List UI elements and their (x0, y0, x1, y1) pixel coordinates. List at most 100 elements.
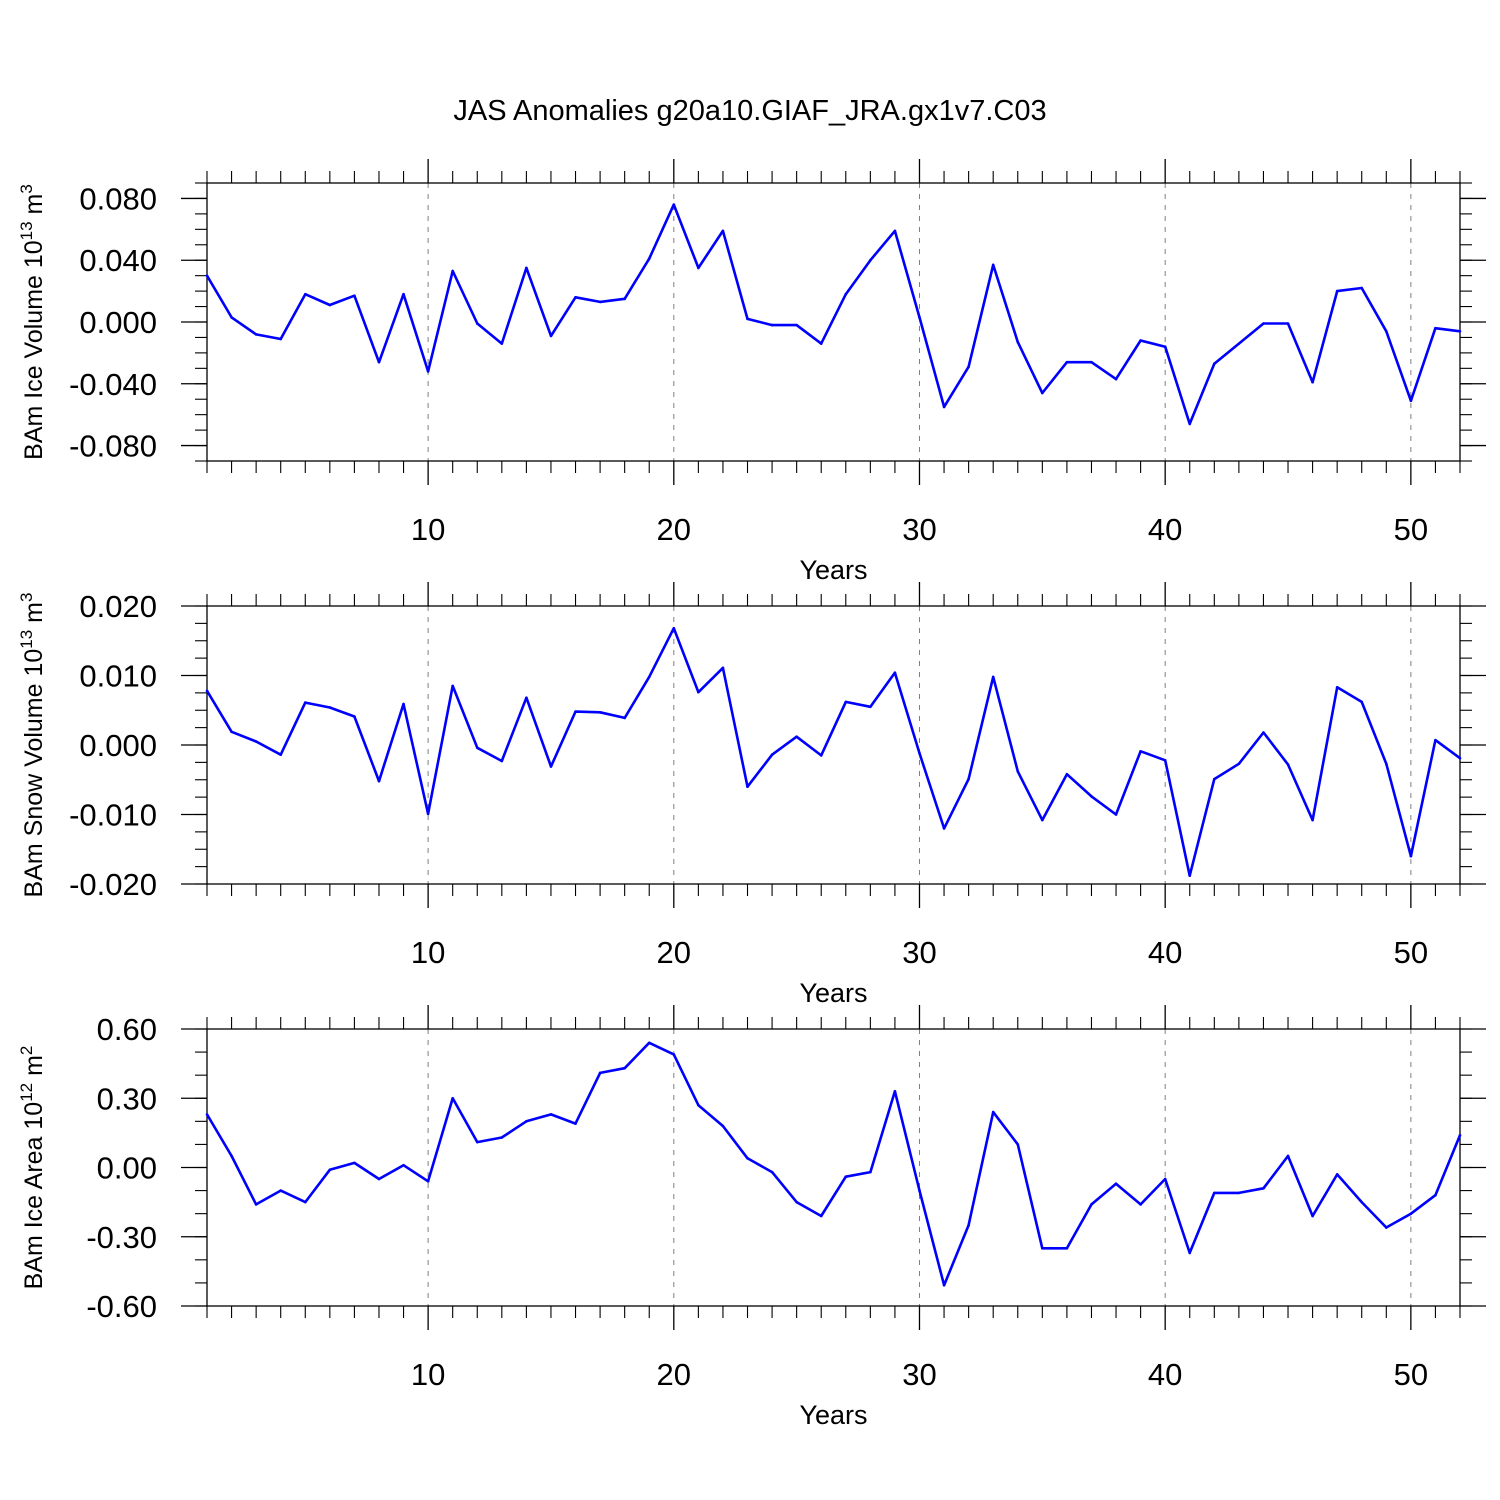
data-point (1335, 289, 1339, 293)
data-point (1065, 1246, 1069, 1250)
data-point (721, 1124, 725, 1128)
data-point (1090, 1203, 1093, 1206)
x-tick-label: 50 (1394, 512, 1428, 547)
y-tick-label: 0.010 (79, 659, 157, 694)
y-axis-label-ylabel-main: BAm Ice Volume 10 (20, 240, 48, 460)
y-tick-label: 0.040 (79, 243, 157, 278)
data-point (1384, 1226, 1388, 1229)
y-axis-label-ylabel-exp: 13 (17, 630, 36, 649)
series-line (205, 626, 1461, 878)
data-point (942, 405, 946, 409)
data-point (426, 812, 430, 816)
y-axis-label-ylabel-unit-exp: 3 (17, 593, 36, 602)
data-point (1360, 1200, 1364, 1204)
data-point (1434, 1193, 1437, 1197)
data-point (672, 1053, 676, 1056)
data-point (205, 1113, 209, 1116)
data-point (1262, 322, 1265, 325)
data-point (770, 753, 774, 757)
data-point (1114, 377, 1118, 381)
data-point (647, 1041, 651, 1045)
data-point (328, 706, 332, 709)
data-point (746, 317, 749, 321)
data-point (230, 1154, 233, 1158)
x-tick-label: 40 (1148, 512, 1182, 547)
data-point (1286, 322, 1290, 325)
data-point (475, 746, 479, 750)
data-point (525, 266, 528, 270)
data-point (1188, 422, 1192, 426)
data-point (1065, 360, 1069, 364)
data-point (1188, 1251, 1192, 1255)
data-point (549, 1113, 553, 1116)
x-tick-label: 10 (411, 1357, 445, 1392)
series-line (205, 203, 1461, 426)
data-point (353, 715, 356, 718)
data-point (991, 263, 995, 267)
y-axis-label: BAm Ice Area 1012 m2 (17, 1046, 48, 1290)
data-point (500, 342, 504, 345)
y-axis-label-ylabel-unit: m (20, 194, 48, 222)
data-point (1041, 391, 1044, 395)
data-point (598, 1071, 602, 1075)
data-point (623, 716, 626, 720)
data-point (1163, 1177, 1167, 1181)
data-point (844, 292, 848, 296)
data-point (721, 666, 725, 670)
y-axis-label: BAm Snow Volume 1013 m3 (17, 593, 48, 898)
data-point (967, 1223, 970, 1227)
data-point (303, 292, 307, 296)
data-point (1213, 1191, 1216, 1195)
data-point (1360, 286, 1364, 290)
y-tick-label: -0.30 (86, 1220, 157, 1255)
data-point (525, 696, 528, 700)
data-point (574, 1122, 577, 1125)
data-point (893, 229, 897, 233)
data-point (279, 337, 283, 341)
data-point (402, 292, 405, 296)
data-point (254, 333, 258, 336)
data-point (672, 626, 676, 630)
data-point (869, 705, 872, 709)
x-tick-label: 40 (1148, 935, 1182, 970)
data-point (451, 1096, 454, 1100)
data-point (1434, 738, 1437, 742)
y-tick-label: 0.000 (79, 305, 157, 340)
data-point (1041, 1246, 1044, 1250)
data-point (942, 1283, 946, 1287)
data-point (918, 1189, 921, 1192)
data-point (230, 316, 233, 319)
data-point (697, 690, 700, 694)
data-point (1139, 1203, 1142, 1206)
data-point (500, 759, 504, 763)
data-point (746, 1156, 749, 1160)
data-point (647, 257, 651, 260)
data-point (795, 1200, 798, 1204)
series-line (205, 1041, 1462, 1287)
x-tick-label: 40 (1148, 1357, 1182, 1392)
y-tick-label: 0.020 (79, 589, 157, 624)
data-point (353, 1161, 356, 1165)
data-point (844, 1175, 848, 1179)
data-point (1041, 818, 1044, 822)
y-tick-label: -0.040 (69, 367, 157, 402)
data-point (893, 1090, 897, 1093)
y-tick-label: -0.010 (69, 798, 157, 833)
panel-2: -0.020 -0.010 0.000 0.010 0.020 10 20 30 40 50 Yea… (17, 582, 1486, 1008)
data-point (377, 360, 381, 364)
data-point (598, 711, 602, 714)
data-point (746, 785, 749, 788)
y-axis-label-ylabel-exp: 12 (17, 1083, 36, 1102)
data-point (1163, 345, 1167, 349)
data-point (844, 700, 848, 704)
data-point (205, 689, 209, 693)
data-point (549, 334, 553, 338)
data-point (795, 735, 798, 738)
data-point (451, 269, 454, 273)
y-tick-label: 0.00 (97, 1151, 157, 1186)
data-point (869, 1170, 872, 1174)
y-axis-label-ylabel-main: BAm Snow Volume 10 (20, 649, 48, 898)
data-point (254, 740, 258, 743)
y-axis-label-ylabel-unit: m (20, 602, 48, 630)
